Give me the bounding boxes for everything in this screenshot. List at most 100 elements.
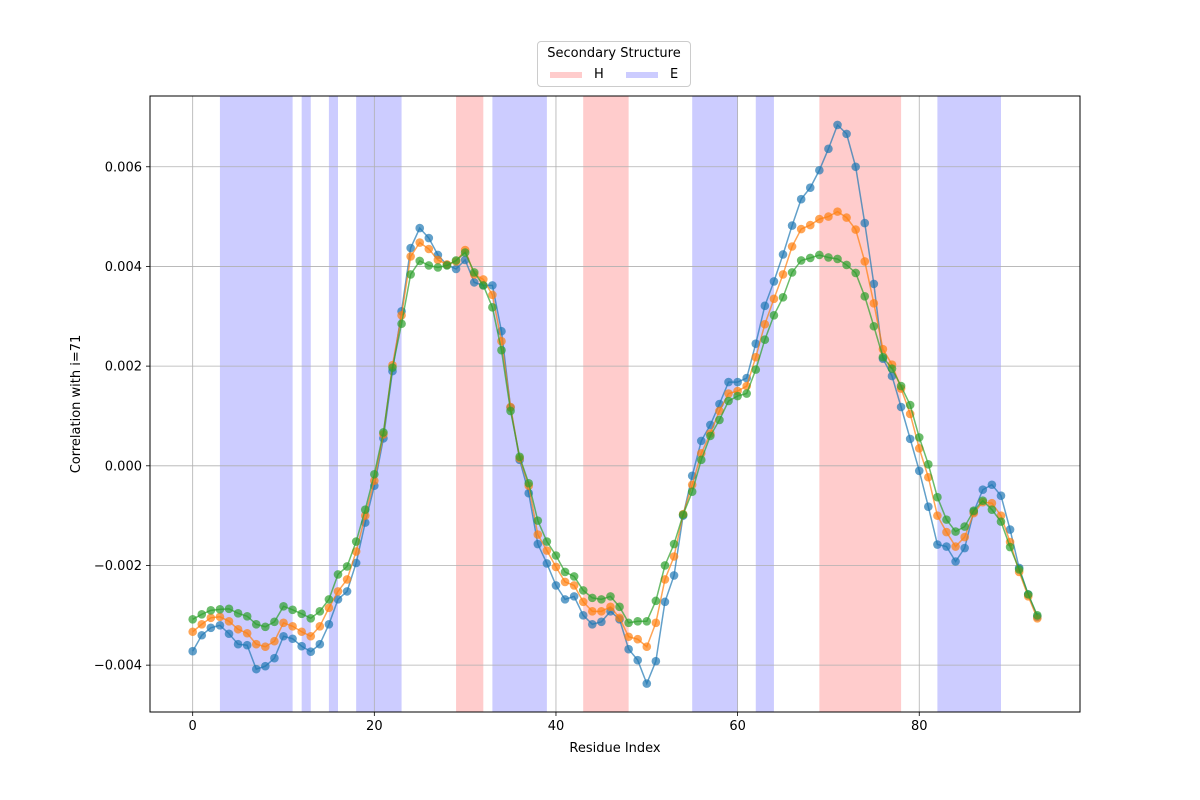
series-1-point	[279, 631, 288, 641]
series-1-point	[270, 653, 279, 663]
series-1-point	[805, 183, 815, 193]
series-3-point	[615, 602, 624, 612]
series-3-point	[696, 455, 706, 465]
series-3-point	[515, 452, 524, 462]
series-3-point	[469, 268, 479, 277]
series-1-point	[188, 646, 197, 656]
legend-label-h: H	[594, 67, 604, 82]
legend-entry-h: H	[550, 67, 604, 82]
series-3-point	[914, 433, 924, 442]
series-3-point	[397, 319, 406, 329]
series-3-point	[306, 614, 316, 623]
series-3	[188, 248, 1042, 632]
series-1-line	[192, 123, 1039, 686]
series-2-point	[224, 616, 234, 626]
series-2-point	[560, 577, 570, 587]
series-2-point	[297, 627, 306, 637]
series-1-point	[342, 587, 352, 596]
series-1-point	[233, 639, 243, 649]
series-2-point	[715, 406, 724, 416]
x-tick-label: 0	[189, 719, 197, 734]
series-2-point	[833, 207, 842, 216]
series-1-point	[288, 634, 297, 644]
series-2-point	[760, 319, 770, 329]
series-3-point	[905, 400, 915, 410]
series-3-point	[460, 248, 470, 257]
series-1-point	[560, 595, 570, 604]
series-2-point	[397, 310, 406, 320]
series-1-point	[624, 644, 633, 654]
series-3-point	[261, 622, 270, 632]
series-3-point	[415, 256, 425, 266]
series-1-point	[933, 540, 942, 549]
series-layer	[188, 120, 1042, 688]
series-3-point	[324, 595, 334, 604]
series-2-point	[624, 632, 633, 642]
y-tick-label: 0.002	[105, 360, 142, 375]
series-2-point	[778, 270, 788, 279]
series-2-point	[569, 581, 579, 590]
series-1-point	[306, 647, 316, 656]
series-2-point	[933, 511, 942, 520]
series-2-point	[488, 290, 497, 300]
series-3-point	[479, 281, 488, 290]
series-3-point	[951, 527, 960, 536]
ss-band-h	[819, 96, 902, 712]
series-2-point	[533, 530, 543, 539]
series-2-point	[787, 242, 797, 251]
y-tick-label: −0.002	[94, 559, 142, 574]
x-axis-label: Residue Index	[569, 741, 661, 756]
series-1-point	[869, 279, 879, 289]
series-2-point	[842, 213, 851, 222]
series-3-point	[851, 268, 860, 278]
x-tick-label: 20	[366, 719, 383, 734]
series-3-point	[669, 539, 679, 549]
series-3-point	[206, 606, 216, 615]
series-1-point	[551, 581, 561, 590]
series-3-point	[578, 586, 588, 595]
series-2-point	[188, 627, 197, 637]
series-1-point	[696, 436, 706, 446]
series-1-point	[406, 243, 415, 253]
grid-lines	[150, 96, 1080, 712]
secondary-structure-bands	[219, 96, 1001, 712]
series-3-point	[451, 256, 461, 265]
series-1-point	[815, 165, 824, 175]
y-tick-label: 0.006	[105, 160, 142, 175]
ss-band-e	[492, 96, 547, 712]
series-3-point	[215, 605, 225, 614]
series-2-point	[197, 619, 207, 629]
series-3-point	[587, 593, 597, 603]
series-3-point	[633, 616, 643, 626]
series-1-point	[488, 281, 497, 290]
series-1-point	[242, 640, 252, 650]
series-3-point	[624, 618, 633, 628]
series-3-point	[969, 506, 979, 515]
series-3-point	[987, 505, 997, 514]
series-3-point	[315, 607, 325, 616]
series-3-point	[651, 596, 661, 606]
series-3-point	[524, 478, 534, 488]
series-3-point	[424, 261, 434, 270]
series-3-point	[760, 335, 770, 345]
series-1-point	[333, 595, 343, 604]
series-1-point	[978, 485, 988, 495]
series-2-point	[960, 532, 969, 542]
y-axis-ticks: −0.004 −0.002 0.000 0.002 0.004 0.006	[94, 160, 150, 674]
series-1-point	[206, 623, 216, 633]
legend-label-e: E	[670, 67, 679, 82]
series-1-point	[924, 502, 933, 511]
series-1-point	[760, 301, 770, 311]
series-3-point	[996, 517, 1006, 526]
series-2-point	[206, 613, 216, 623]
series-3-point	[1005, 542, 1015, 552]
series-3-point	[805, 253, 815, 263]
series-3-point	[887, 364, 897, 373]
series-2-point	[587, 607, 597, 616]
legend-swatch-e	[626, 71, 658, 78]
series-1-point	[787, 221, 797, 230]
series-2-point	[415, 238, 425, 247]
series-3-point	[333, 570, 343, 579]
series-2-point	[914, 444, 924, 453]
